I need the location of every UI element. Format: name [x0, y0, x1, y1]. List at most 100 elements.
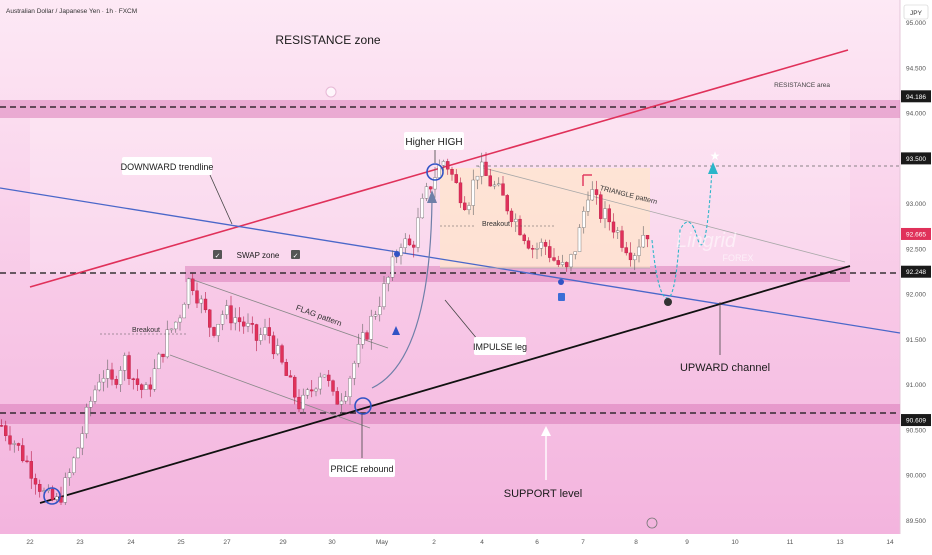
watermark-sub: FOREX [722, 253, 753, 263]
candle-body [199, 298, 203, 304]
candle-body [416, 217, 420, 248]
y-tick-label: 92.000 [906, 292, 926, 299]
lightning-icon [646, 517, 658, 529]
price-label-text: 94.186 [906, 94, 926, 101]
candle-body [178, 317, 182, 323]
candle-body [620, 230, 624, 248]
x-tick-label: 25 [177, 539, 185, 546]
swap-zone-label: SWAP zone [237, 251, 280, 260]
candle-body [276, 345, 280, 355]
eye-icon [664, 298, 672, 306]
candle-body [165, 329, 169, 358]
candle-body [373, 314, 378, 317]
candle-body [229, 305, 233, 324]
candle-body [594, 189, 599, 195]
candle-body [76, 447, 80, 459]
candle-body [203, 298, 208, 311]
candle-body [535, 248, 539, 250]
candle-body [522, 234, 526, 241]
candle-body [212, 327, 216, 336]
swap-band [185, 266, 850, 282]
x-axis-ticks: 22 23 24 25 27 29 30 May 2 4 6 7 8 9 10 11 13 14 [26, 539, 894, 546]
x-tick-label: 2 [432, 539, 436, 546]
candle-body [335, 391, 339, 405]
candle-body [361, 332, 365, 345]
check-icon-left: ✓ [215, 253, 221, 260]
x-tick-label: 24 [127, 539, 135, 546]
candle-body [458, 182, 463, 204]
x-tick-label: 11 [787, 539, 794, 546]
x-tick-label: 6 [535, 539, 539, 546]
candle-body [195, 290, 199, 304]
candle-body [616, 230, 620, 233]
y-tick-label: 91.000 [906, 382, 926, 389]
candle-body [110, 369, 114, 380]
candle-body [140, 384, 144, 390]
x-tick-label: 8 [634, 539, 638, 546]
currency-badge[interactable] [903, 4, 929, 20]
candle-body [191, 278, 195, 291]
candle-body [637, 246, 641, 256]
y-tick-label: 92.500 [906, 246, 926, 253]
candle-body [29, 461, 33, 479]
y-tick-label: 89.500 [906, 518, 926, 525]
candle-body [63, 477, 67, 503]
y-tick-label: 93.000 [906, 201, 926, 208]
candle-body [208, 309, 212, 328]
candle-body [463, 202, 467, 210]
candle-body [344, 396, 348, 402]
impulse-leg-box [474, 337, 526, 355]
candle-body [89, 401, 93, 408]
candle-body [106, 369, 110, 379]
x-tick-label: 10 [731, 539, 739, 546]
candle-body [0, 425, 4, 427]
price-label-box [901, 414, 931, 427]
breakout-right-label: Breakout [482, 221, 510, 228]
candle-body [446, 161, 450, 170]
support-band [0, 404, 900, 424]
candle-body [628, 252, 633, 261]
y-axis-ticks: 89.500 90.000 90.500 91.000 91.500 92.000 92.5… [906, 20, 926, 525]
downward-trendline-label: DOWNWARD trendline [121, 162, 214, 172]
price-label-box [901, 152, 931, 165]
candle-body [220, 314, 225, 325]
downward-trendline [0, 187, 901, 334]
candle-body [152, 368, 157, 390]
candle-body [556, 260, 560, 265]
candle-body [480, 161, 484, 177]
candle-body [624, 247, 628, 254]
currency-label: JPY [910, 10, 923, 17]
x-tick-label: 22 [26, 539, 34, 546]
candle-body [488, 175, 492, 187]
x-tick-label: 27 [223, 539, 231, 546]
candle-body [565, 262, 569, 268]
y-tick-label: 91.500 [906, 337, 926, 344]
candle-body [586, 199, 590, 212]
support-level-label: SUPPORT level [504, 488, 582, 500]
candle-body [484, 161, 488, 176]
candle-body [123, 355, 127, 371]
candle-body [577, 227, 582, 252]
candle-body [80, 433, 84, 449]
projection-arrowhead [708, 162, 718, 174]
candle-body [590, 189, 594, 201]
candle-body [293, 376, 297, 398]
candle-body [369, 316, 373, 340]
y-tick-label: 95.000 [906, 20, 926, 27]
upward-channel-label: UPWARD channel [680, 362, 770, 374]
candle-body [186, 278, 191, 305]
candle-body [492, 184, 497, 187]
checkbox-icon-right [291, 250, 300, 259]
candle-body [505, 195, 509, 212]
projection-path [651, 169, 713, 299]
flag-upper [187, 277, 389, 349]
support-line [39, 265, 851, 504]
candle-body [429, 186, 433, 190]
candle-body [148, 384, 152, 390]
price-label-text: 92.665 [906, 231, 926, 238]
candle-body [318, 376, 322, 390]
candle-body [38, 484, 42, 492]
candle-body [216, 324, 220, 336]
candle-body [25, 460, 29, 463]
